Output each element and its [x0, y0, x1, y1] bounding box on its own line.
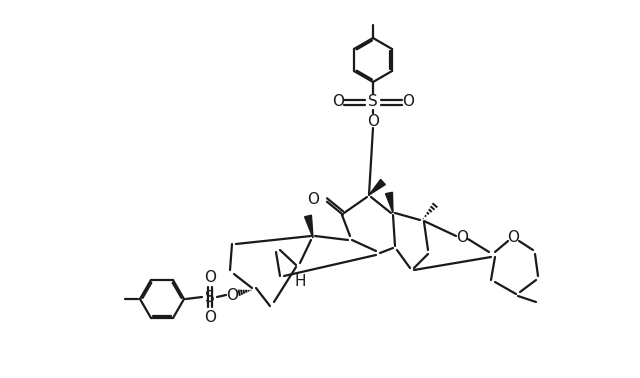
Text: O: O: [367, 113, 379, 129]
Polygon shape: [385, 192, 393, 213]
Polygon shape: [305, 215, 313, 238]
Polygon shape: [369, 180, 385, 195]
Text: O: O: [332, 94, 344, 110]
Text: O: O: [204, 270, 216, 285]
Text: O: O: [307, 192, 319, 208]
Text: O: O: [402, 94, 414, 110]
Text: O: O: [204, 310, 216, 324]
Text: O: O: [507, 231, 519, 245]
Text: H: H: [294, 274, 306, 288]
Text: O: O: [456, 231, 468, 245]
Text: O: O: [226, 288, 238, 302]
Text: S: S: [205, 290, 215, 305]
Text: S: S: [368, 94, 378, 110]
